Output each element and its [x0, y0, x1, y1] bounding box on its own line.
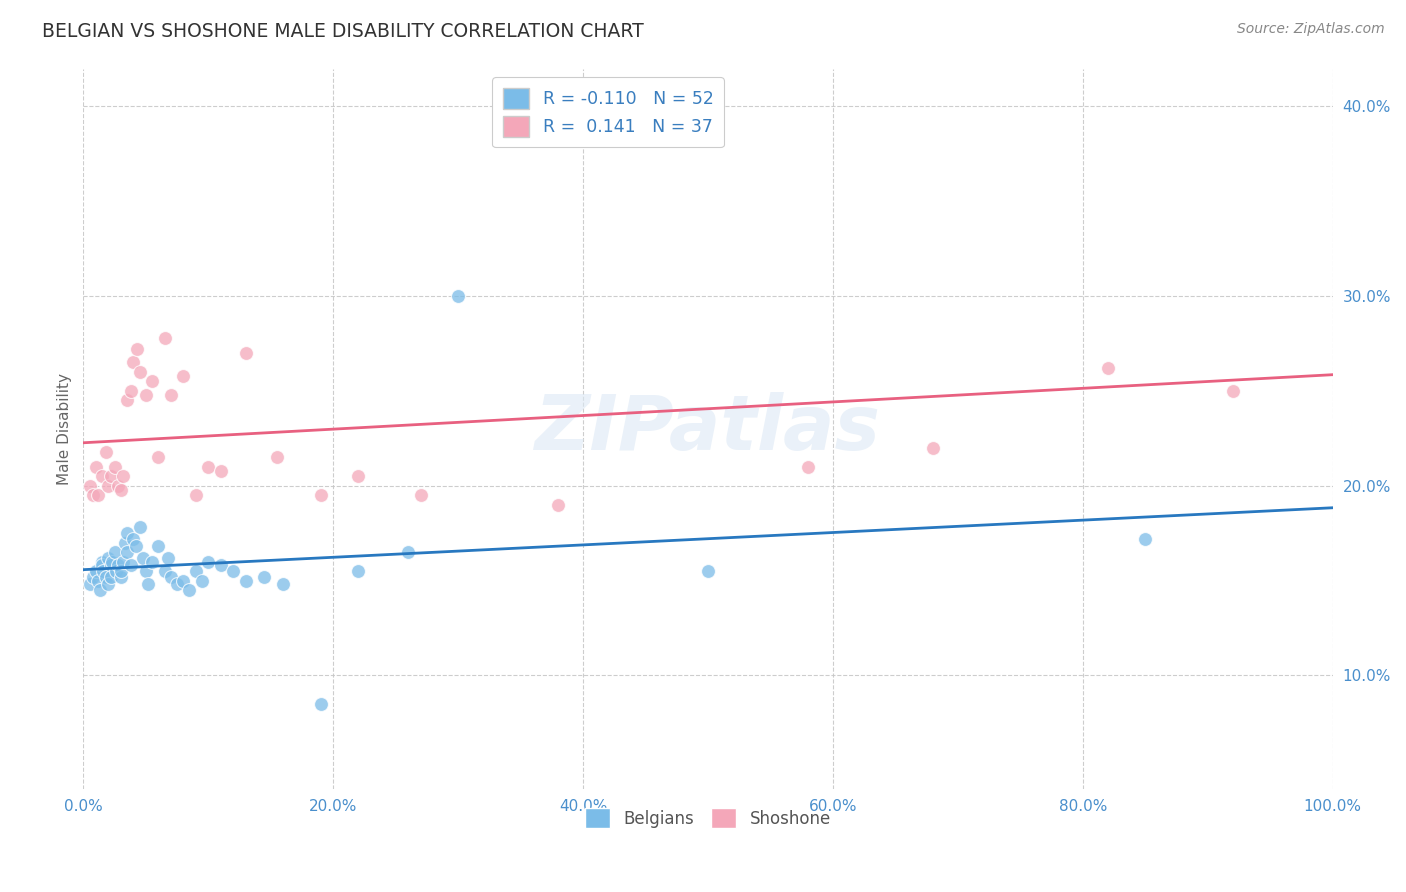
Point — [209, 558, 232, 573]
Point — [112, 555, 135, 569]
Point — [100, 570, 122, 584]
Point — [122, 532, 145, 546]
Point — [100, 469, 122, 483]
Point — [409, 488, 432, 502]
Point — [547, 498, 569, 512]
Point — [94, 444, 117, 458]
Point — [309, 697, 332, 711]
Point — [125, 540, 148, 554]
Point — [191, 574, 214, 588]
Point — [222, 564, 245, 578]
Point — [153, 331, 176, 345]
Point — [1222, 384, 1244, 398]
Point — [91, 555, 114, 569]
Point — [609, 119, 631, 133]
Point — [97, 577, 120, 591]
Point — [135, 564, 157, 578]
Point — [120, 558, 142, 573]
Point — [235, 574, 257, 588]
Text: BELGIAN VS SHOSHONE MALE DISABILITY CORRELATION CHART: BELGIAN VS SHOSHONE MALE DISABILITY CORR… — [42, 22, 644, 41]
Point — [396, 545, 419, 559]
Point — [89, 583, 111, 598]
Point — [82, 570, 104, 584]
Point — [271, 577, 294, 591]
Legend: Belgians, Shoshone: Belgians, Shoshone — [579, 801, 838, 835]
Point — [114, 535, 136, 549]
Point — [120, 384, 142, 398]
Point — [141, 375, 163, 389]
Point — [94, 570, 117, 584]
Point — [141, 555, 163, 569]
Point — [100, 558, 122, 573]
Point — [184, 488, 207, 502]
Point — [922, 441, 945, 455]
Point — [82, 488, 104, 502]
Point — [197, 459, 219, 474]
Point — [148, 540, 170, 554]
Point — [112, 469, 135, 483]
Point — [235, 346, 257, 360]
Point — [115, 545, 138, 559]
Point — [797, 459, 820, 474]
Point — [159, 570, 181, 584]
Point — [115, 526, 138, 541]
Point — [103, 545, 125, 559]
Point — [110, 564, 132, 578]
Point — [101, 555, 124, 569]
Point — [91, 558, 114, 573]
Point — [172, 574, 194, 588]
Point — [179, 583, 201, 598]
Point — [97, 479, 120, 493]
Point — [266, 450, 288, 465]
Point — [87, 488, 110, 502]
Point — [84, 459, 107, 474]
Point — [107, 558, 129, 573]
Point — [115, 393, 138, 408]
Point — [91, 564, 114, 578]
Point — [148, 450, 170, 465]
Point — [159, 388, 181, 402]
Y-axis label: Male Disability: Male Disability — [58, 373, 72, 485]
Point — [110, 483, 132, 497]
Point — [347, 469, 370, 483]
Point — [79, 479, 101, 493]
Point — [697, 564, 720, 578]
Point — [1097, 361, 1119, 376]
Point — [153, 564, 176, 578]
Point — [84, 564, 107, 578]
Point — [91, 469, 114, 483]
Point — [447, 289, 470, 303]
Point — [128, 365, 150, 379]
Point — [87, 574, 110, 588]
Point — [110, 570, 132, 584]
Point — [157, 550, 180, 565]
Point — [172, 368, 194, 383]
Point — [125, 342, 148, 356]
Point — [79, 577, 101, 591]
Point — [97, 550, 120, 565]
Text: ZIPatlas: ZIPatlas — [536, 392, 882, 466]
Point — [209, 464, 232, 478]
Point — [184, 564, 207, 578]
Point — [135, 388, 157, 402]
Point — [309, 488, 332, 502]
Point — [104, 564, 127, 578]
Point — [166, 577, 188, 591]
Point — [122, 355, 145, 369]
Point — [103, 459, 125, 474]
Point — [128, 520, 150, 534]
Text: Source: ZipAtlas.com: Source: ZipAtlas.com — [1237, 22, 1385, 37]
Point — [347, 564, 370, 578]
Point — [132, 550, 155, 565]
Point — [107, 479, 129, 493]
Point — [1135, 532, 1157, 546]
Point — [253, 570, 276, 584]
Point — [197, 555, 219, 569]
Point — [136, 577, 159, 591]
